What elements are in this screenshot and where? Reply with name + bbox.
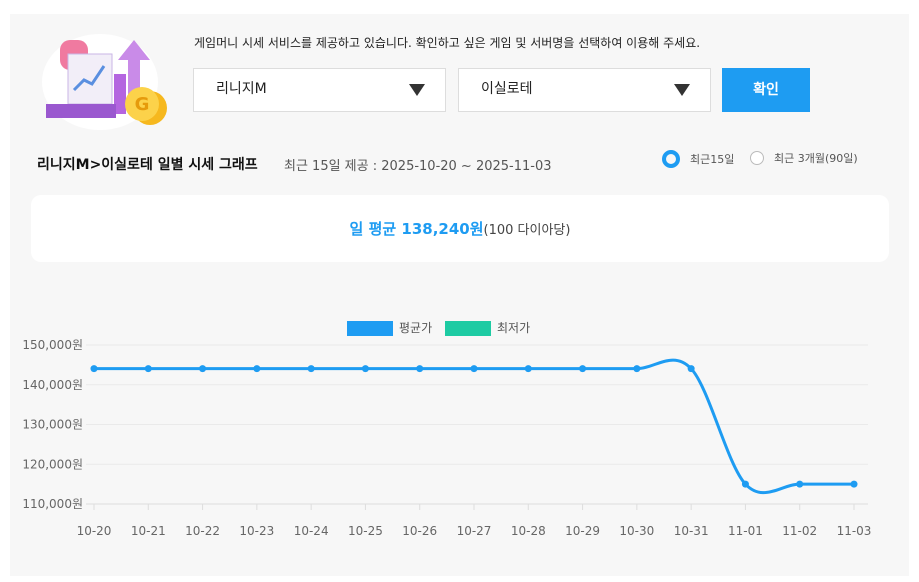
svg-text:G: G (135, 94, 150, 115)
x-tick-label: 10-20 (77, 524, 112, 538)
server-select[interactable]: 이실로테 (458, 68, 711, 112)
radio-label: 최근 3개월(90일) (774, 152, 858, 165)
point (687, 365, 695, 373)
x-tick-label: 11-01 (728, 524, 763, 538)
x-tick-label: 10-30 (619, 524, 654, 538)
heading-subtitle: 최근 15일 제공 : 2025-10-20 ~ 2025-11-03 (284, 159, 552, 174)
y-tick-label: 120,000원 (22, 457, 83, 471)
y-tick-label: 110,000원 (22, 497, 83, 511)
server-value: 이실로테 (481, 81, 533, 97)
legend-label: 평균가 (399, 321, 432, 335)
radio-dot (750, 151, 764, 165)
game-select[interactable]: 리니지M (193, 68, 446, 112)
game-value: 리니지M (216, 81, 267, 97)
notice: 게임머니 시세 서비스를 제공하고 있습니다. 확인하고 싶은 게임 및 서버명… (194, 36, 701, 50)
x-tick-label: 10-27 (457, 524, 492, 538)
point (307, 365, 315, 373)
unit: (100 다이아당) (483, 223, 571, 238)
average: 일 평균 138,240원 (349, 220, 484, 238)
x-tick-label: 10-24 (294, 524, 329, 538)
radio-label: 최근15일 (690, 153, 735, 166)
x-tick-label: 10-26 (402, 524, 437, 538)
point (416, 365, 424, 373)
x-tick-label: 10-28 (511, 524, 546, 538)
point (633, 365, 641, 373)
series-line (93, 358, 855, 495)
radio-dot (662, 150, 680, 168)
point (361, 365, 369, 373)
x-tick-label: 11-02 (782, 524, 817, 538)
x-tick-label: 10-29 (565, 524, 600, 538)
point (90, 365, 98, 373)
period-options: 최근15일 최근 3개월(90일) (662, 150, 902, 170)
x-tick-label: 11-03 (837, 524, 872, 538)
point (144, 365, 152, 373)
period-radio[interactable]: 최근 3개월(90일) (750, 150, 858, 166)
x-tick-label: 10-21 (131, 524, 166, 538)
point (741, 480, 749, 488)
x-tick-label: 10-31 (674, 524, 709, 538)
point (850, 480, 858, 488)
confirm-button[interactable]: 확인 (722, 68, 810, 112)
x-tick-label: 10-25 (348, 524, 383, 538)
legend-swatch (347, 321, 393, 336)
y-tick-label: 140,000원 (22, 378, 83, 392)
point (253, 365, 261, 373)
heading-title: 리니지M>이실로테 일별 시세 그래프 (37, 157, 258, 173)
legend-label: 최저가 (497, 321, 530, 335)
point (796, 480, 804, 488)
y-tick-label: 150,000원 (22, 338, 83, 352)
period-radio[interactable]: 최근15일 (662, 150, 734, 168)
point (199, 365, 207, 373)
x-tick-label: 10-23 (239, 524, 274, 538)
x-tick-label: 10-22 (185, 524, 220, 538)
point (524, 365, 532, 373)
logo: G (42, 34, 167, 130)
point (579, 365, 587, 373)
legend-swatch (445, 321, 491, 336)
point (470, 365, 478, 373)
summary-box: 일 평균 138,240원(100 다이아당) (31, 195, 889, 262)
y-tick-label: 130,000원 (22, 418, 83, 432)
